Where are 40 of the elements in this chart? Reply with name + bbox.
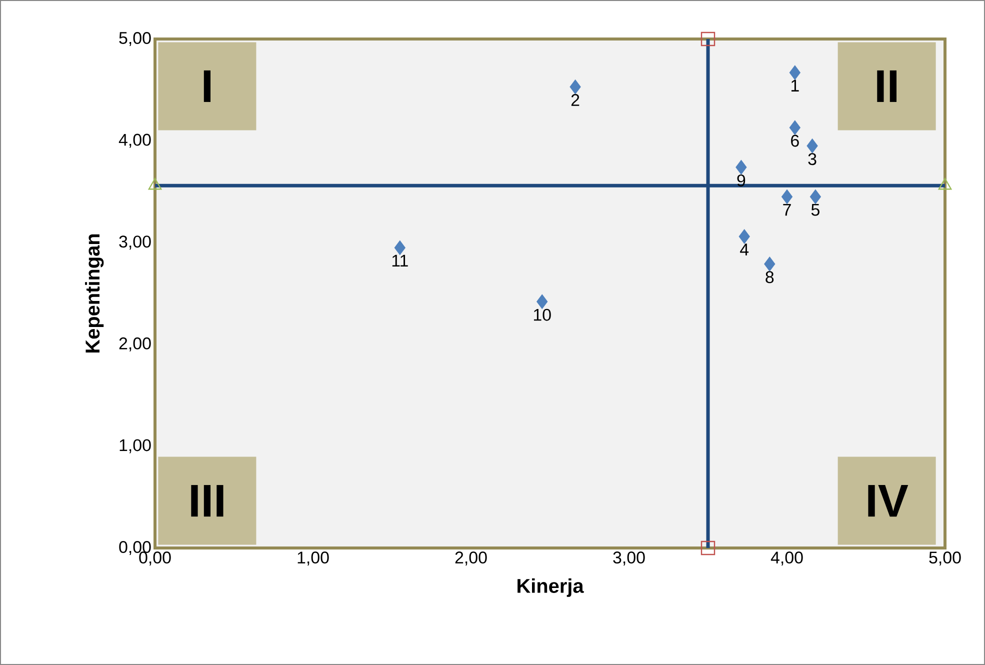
series-label: 2 (571, 94, 580, 106)
series-label: 4 (740, 244, 749, 256)
point (810, 190, 821, 204)
point (570, 80, 581, 94)
point (789, 120, 800, 135)
point (789, 65, 800, 80)
x-axis-title: Kinerja (518, 578, 584, 597)
x-tick-label: 4,00 (770, 552, 803, 566)
annotation: IV (868, 485, 908, 517)
series-label: 1 (791, 80, 799, 92)
point (738, 229, 750, 244)
point (700, 540, 716, 556)
y-tick-label: 5,00 (119, 32, 151, 46)
point (782, 190, 792, 204)
x-tick-label: 1,00 (298, 552, 329, 566)
y-tick-label: 3,00 (119, 236, 151, 250)
annotation: II (877, 70, 896, 102)
point (700, 32, 716, 46)
x-tick-label: 3,00 (613, 552, 645, 566)
y-tick-label: 1,00 (120, 439, 151, 454)
point (736, 160, 747, 174)
series-label: 7 (783, 204, 791, 216)
point (764, 256, 776, 272)
series-label: 8 (766, 271, 774, 284)
y-tick-label: 2,00 (119, 337, 151, 352)
y-tick-label: 4,00 (118, 134, 151, 148)
series-label: 9 (737, 174, 746, 186)
point (806, 138, 818, 153)
y-axis-title: Kepentingan (85, 234, 104, 353)
series-label: 11 (392, 254, 408, 267)
series-label: 3 (808, 153, 816, 166)
annotation: I (204, 70, 211, 102)
series-label: 5 (811, 204, 820, 216)
series-label: 10 (534, 308, 551, 321)
x-tick-label: 5,00 (929, 552, 961, 566)
point (536, 294, 548, 309)
series-label: 6 (791, 134, 799, 147)
x-tick-label: 2,00 (455, 552, 487, 566)
annotation: III (191, 485, 224, 517)
point (394, 240, 406, 255)
